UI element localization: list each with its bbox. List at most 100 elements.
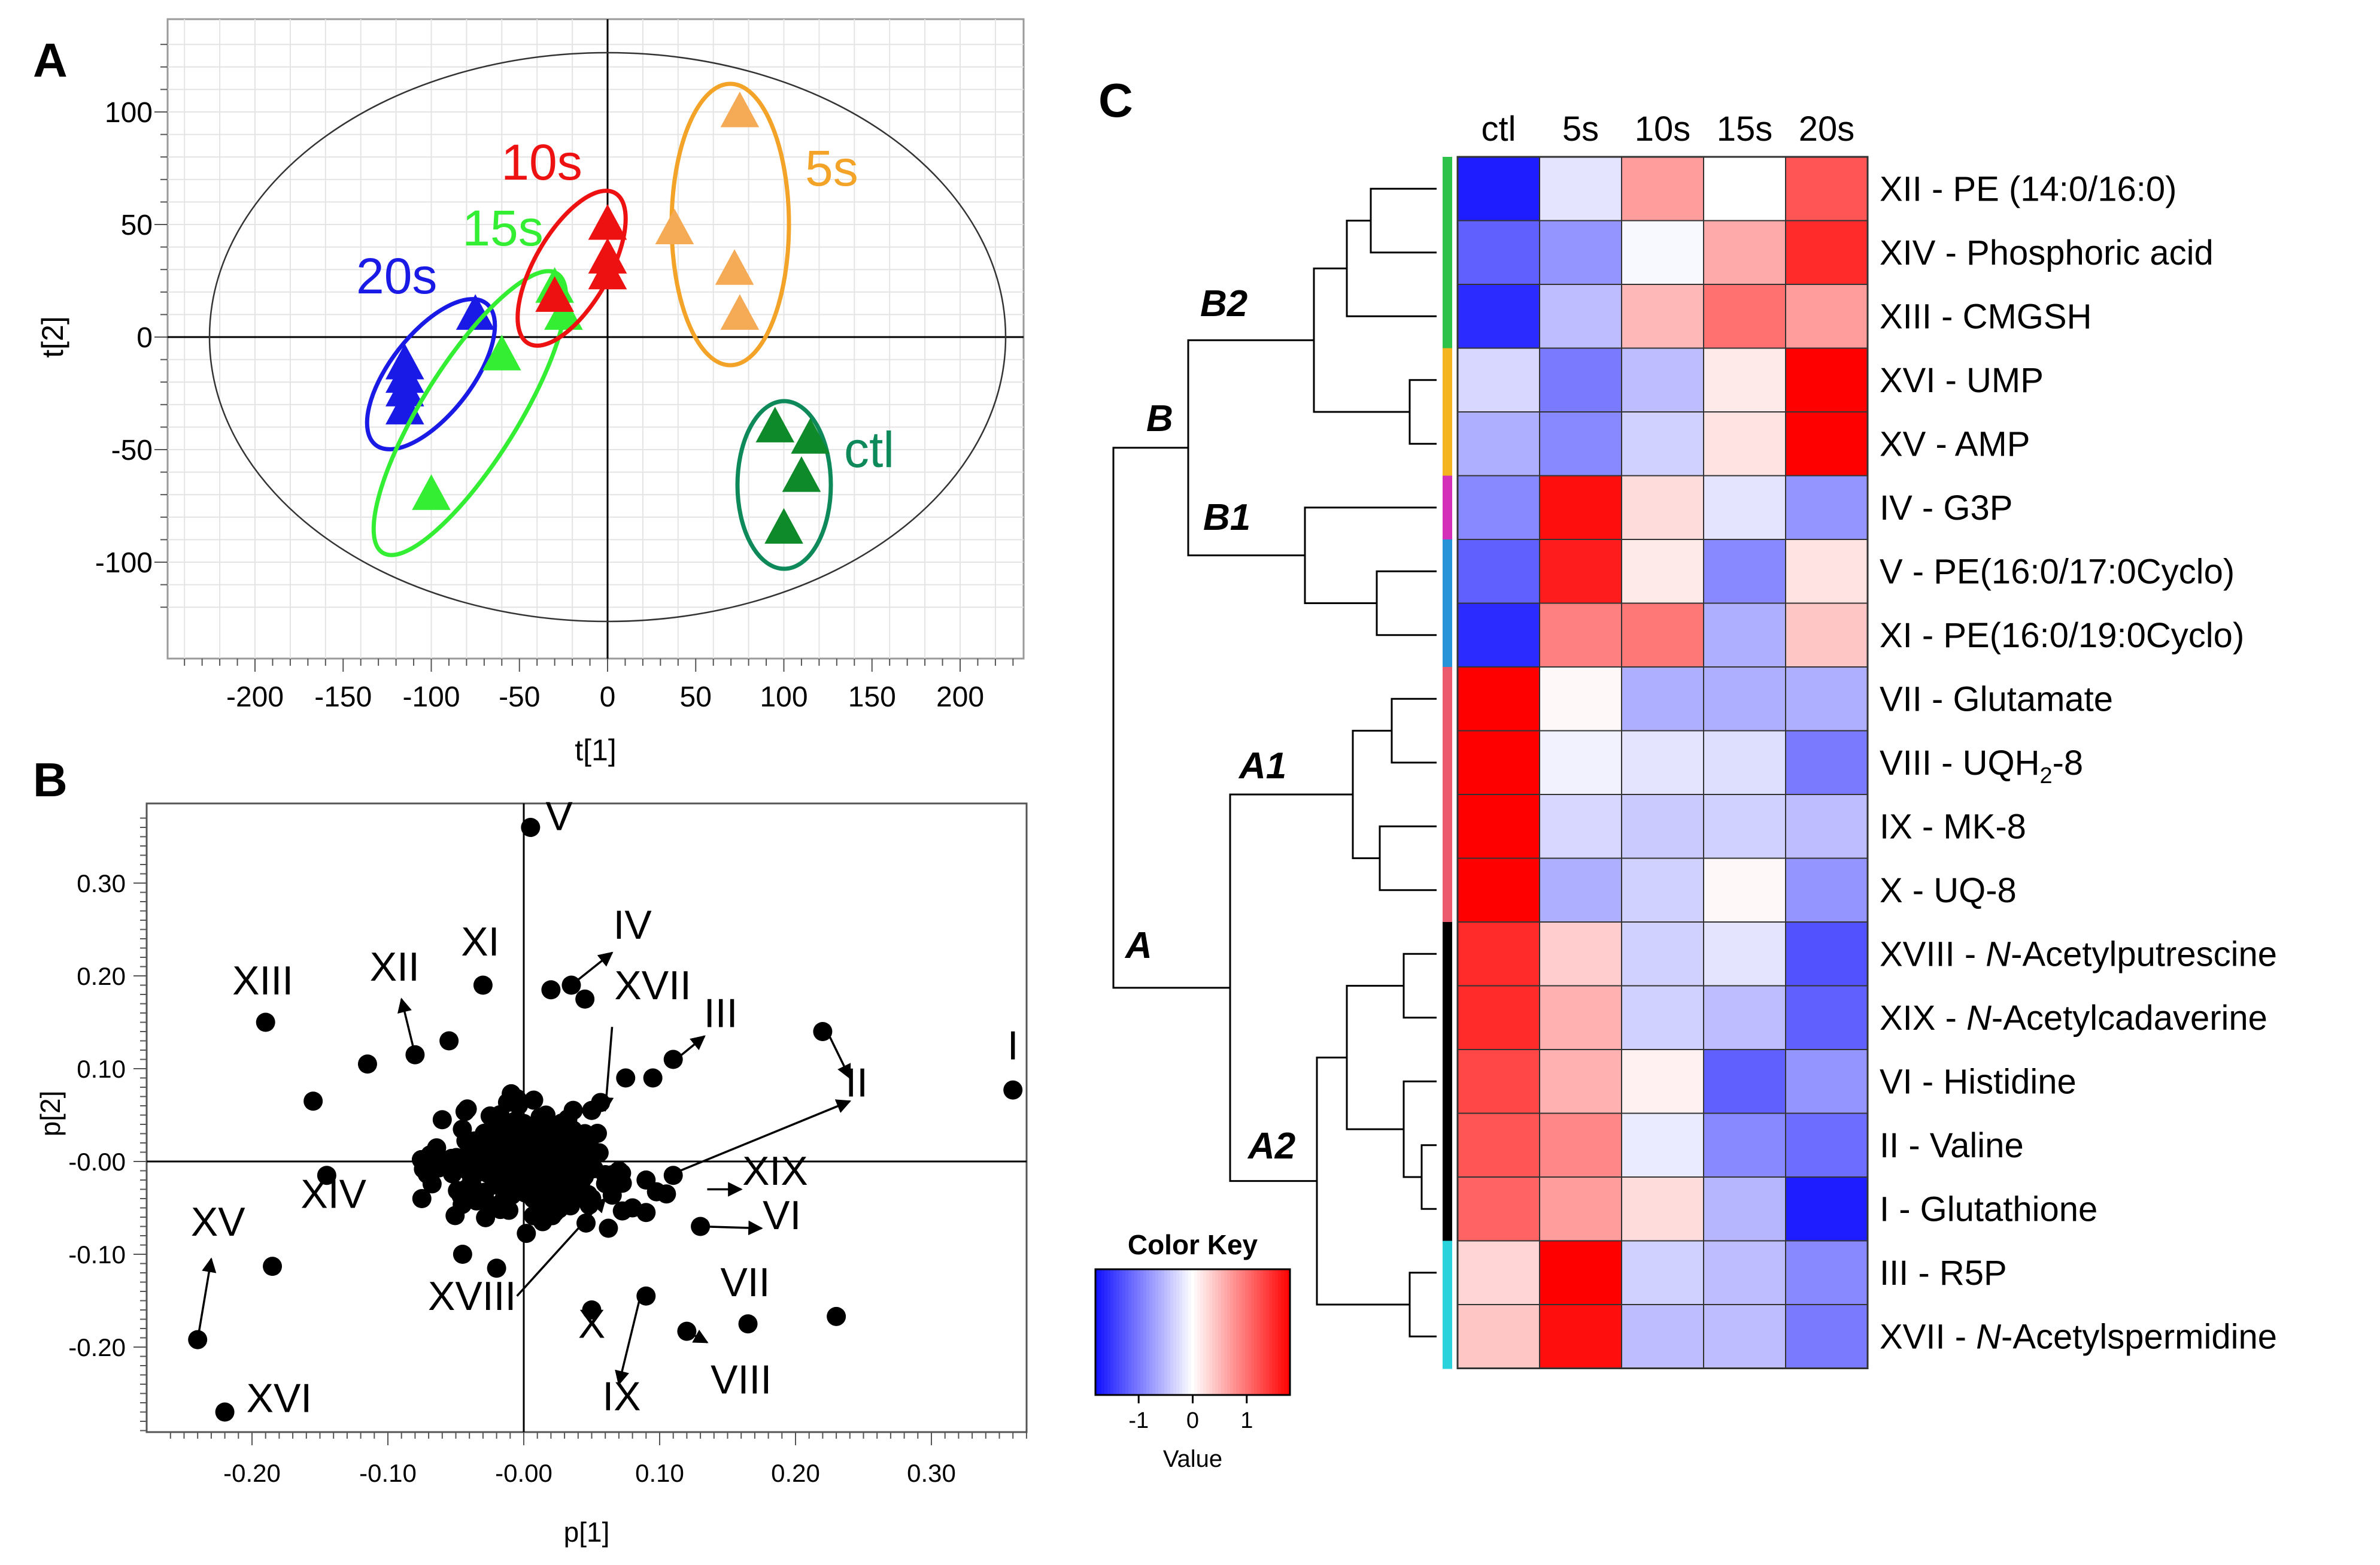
score-point [482, 335, 521, 371]
heatmap-cell [1703, 794, 1786, 859]
heatmap-cell [1539, 1112, 1622, 1178]
heatmap-cell [1785, 539, 1868, 604]
heatmap-cell [1621, 284, 1704, 349]
loading-point [462, 1170, 482, 1190]
heatmap-cell [1539, 921, 1622, 987]
row-label: VII - Glutamate [1880, 680, 2113, 718]
color-key-swatch [1116, 1269, 1120, 1395]
x-tick-label: 0.20 [771, 1459, 820, 1487]
color-key-swatch [1173, 1269, 1177, 1395]
score-point [588, 253, 627, 290]
annotation-arrow [196, 1257, 217, 1340]
column-label-5s: 5s [1562, 110, 1599, 148]
heatmap-cell [1703, 985, 1786, 1050]
row-label: IV - G3P [1880, 489, 2012, 527]
score-point [755, 407, 795, 442]
loading-point [499, 1200, 519, 1220]
x-tick-label: 0.30 [907, 1459, 956, 1487]
heatmap-cell [1621, 411, 1704, 477]
group-ellipse-20s [365, 297, 497, 451]
annotation-label-XI: XI [461, 919, 499, 965]
color-key-swatch [1125, 1269, 1129, 1395]
color-key-swatch [1245, 1269, 1249, 1395]
heatmap-cell [1703, 857, 1786, 923]
heatmap-cell [1457, 730, 1540, 795]
heatmap-group-color-bar [1443, 157, 1452, 1369]
heatmap-cell [1785, 1112, 1868, 1178]
heatmap-cell [1539, 794, 1622, 859]
column-label-20s: 20s [1799, 110, 1855, 148]
heatmap-cell [1703, 1112, 1786, 1178]
heatmap-cell [1703, 1049, 1786, 1114]
loading-point [575, 1124, 595, 1144]
color-key-tick-label: 0 [1186, 1408, 1199, 1433]
color-key-swatch [1275, 1269, 1279, 1395]
group-color-segment [1443, 348, 1452, 413]
heatmap-cell [1457, 475, 1540, 540]
group-color-segment [1443, 667, 1452, 732]
dendrogram-branch [1346, 220, 1437, 317]
row-label: I - Glutathione [1880, 1190, 2097, 1229]
dendrogram-branch [1229, 793, 1353, 1182]
annotation-arrow [828, 1035, 851, 1079]
score-point [764, 508, 803, 544]
loading-point [547, 1126, 566, 1145]
x-tick-label: -200 [226, 681, 284, 713]
column-label-15s: 15s [1717, 110, 1773, 148]
color-key-swatch [1161, 1269, 1165, 1395]
y-tick-label: 0.20 [77, 962, 126, 990]
score-point [655, 208, 694, 245]
heatmap-cell [1785, 156, 1868, 222]
loading-point [439, 1031, 459, 1051]
score-point [385, 371, 424, 407]
loading-point-II [663, 1166, 683, 1185]
cluster-label-B: B [1146, 398, 1173, 439]
annotation-label-XVIII: XVIII [428, 1273, 516, 1319]
heatmap-cell [1703, 411, 1786, 477]
group-color-segment [1443, 157, 1452, 222]
group-color-segment [1443, 794, 1452, 859]
score-plot-groups: 20s 15s 10s 5s ctl [356, 81, 894, 571]
x-tick-label: -150 [314, 681, 372, 713]
loading-point [484, 1166, 504, 1186]
dendrogram-branch [1391, 697, 1437, 764]
loading-point [438, 1154, 457, 1174]
heatmap-column-labels: ctl 5s 10s 15s 20s [1482, 110, 1855, 148]
heatmap-cell [1539, 220, 1622, 285]
color-key-swatch [1227, 1269, 1231, 1395]
loading-point-XIII [256, 1012, 275, 1032]
loading-point [636, 1203, 656, 1223]
group-color-segment [1443, 603, 1452, 668]
loading-point [530, 1204, 550, 1224]
loading-point [485, 1138, 505, 1158]
color-key-swatch [1278, 1269, 1282, 1395]
group-color-segment [1443, 922, 1452, 987]
heatmap-cell [1621, 666, 1704, 732]
loading-point-VII [738, 1314, 758, 1334]
loading-point [303, 1091, 323, 1111]
loading-point [509, 1178, 529, 1198]
heatmap-cell [1621, 985, 1704, 1050]
color-key-xlabel: Value [1163, 1446, 1222, 1472]
group-5s: 5s [655, 81, 858, 368]
row-label: V - PE(16:0/17:0Cyclo) [1880, 552, 2235, 591]
group-color-segment [1443, 220, 1452, 285]
color-key-swatch [1263, 1269, 1267, 1395]
row-label: XVIII - N-Acetylputrescine [1880, 935, 2277, 973]
loading-point [576, 1213, 596, 1233]
cluster-label-A2: A2 [1247, 1126, 1295, 1167]
heatmap-cell [1539, 475, 1622, 540]
loading-point-XVII [582, 1100, 602, 1120]
heatmap-cell [1621, 602, 1704, 668]
loading-plot-points [188, 818, 1023, 1422]
heatmap-cell [1539, 1304, 1622, 1369]
column-label-ctl: ctl [1482, 110, 1516, 148]
loading-point [813, 1022, 833, 1041]
color-key-swatch [1110, 1269, 1114, 1395]
color-key-swatch [1176, 1269, 1180, 1395]
group-color-segment [1443, 1177, 1452, 1242]
color-key-swatch [1107, 1269, 1111, 1395]
row-label: II - Valine [1880, 1126, 2024, 1165]
annotation-label-IX: IX [602, 1373, 640, 1419]
color-key-swatch [1122, 1269, 1126, 1395]
